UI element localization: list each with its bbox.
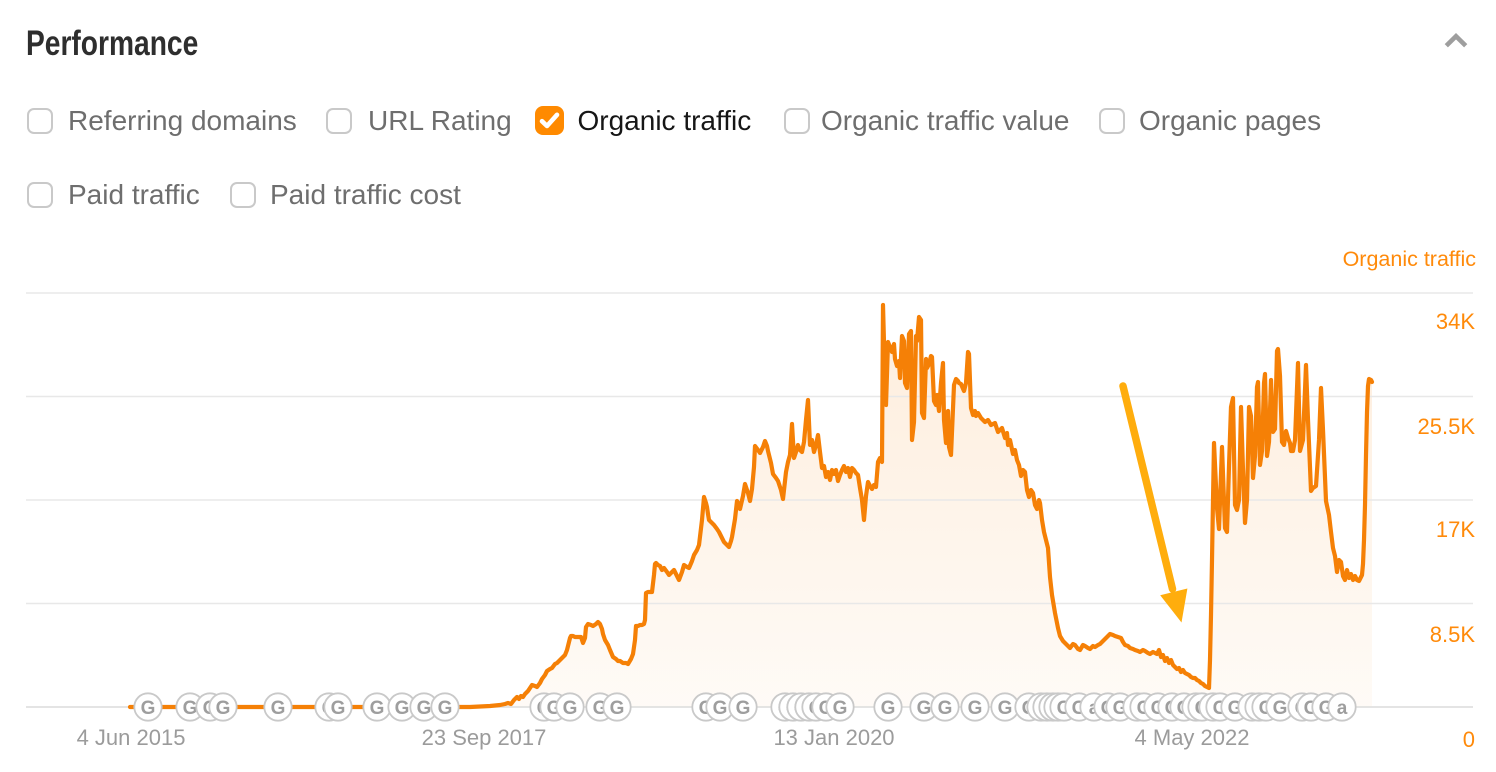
svg-text:G: G bbox=[833, 698, 848, 719]
svg-text:25.5K: 25.5K bbox=[1418, 414, 1476, 439]
svg-text:G: G bbox=[563, 698, 578, 719]
svg-text:G: G bbox=[395, 698, 410, 719]
svg-text:23 Sep 2017: 23 Sep 2017 bbox=[422, 725, 547, 750]
svg-text:G: G bbox=[998, 698, 1013, 719]
svg-text:G: G bbox=[1273, 698, 1288, 719]
svg-text:13 Jan 2020: 13 Jan 2020 bbox=[773, 725, 894, 750]
svg-text:G: G bbox=[438, 698, 453, 719]
svg-text:G: G bbox=[370, 698, 385, 719]
svg-text:G: G bbox=[938, 698, 953, 719]
svg-text:G: G bbox=[881, 698, 896, 719]
svg-text:17K: 17K bbox=[1436, 517, 1475, 542]
svg-text:8.5K: 8.5K bbox=[1430, 622, 1476, 647]
svg-text:Organic traffic: Organic traffic bbox=[1343, 247, 1477, 271]
svg-text:34K: 34K bbox=[1436, 309, 1475, 334]
svg-text:4 May 2022: 4 May 2022 bbox=[1135, 725, 1250, 750]
svg-text:G: G bbox=[216, 698, 231, 719]
svg-text:G: G bbox=[417, 698, 432, 719]
svg-text:G: G bbox=[271, 698, 286, 719]
svg-text:G: G bbox=[331, 698, 346, 719]
svg-text:G: G bbox=[141, 698, 156, 719]
svg-text:G: G bbox=[610, 698, 625, 719]
svg-text:4 Jun 2015: 4 Jun 2015 bbox=[77, 725, 186, 750]
svg-text:G: G bbox=[183, 698, 198, 719]
svg-text:0: 0 bbox=[1463, 727, 1475, 752]
svg-text:G: G bbox=[713, 698, 728, 719]
svg-text:G: G bbox=[736, 698, 751, 719]
svg-text:a: a bbox=[1337, 698, 1348, 719]
svg-text:G: G bbox=[917, 698, 932, 719]
svg-text:G: G bbox=[968, 698, 983, 719]
